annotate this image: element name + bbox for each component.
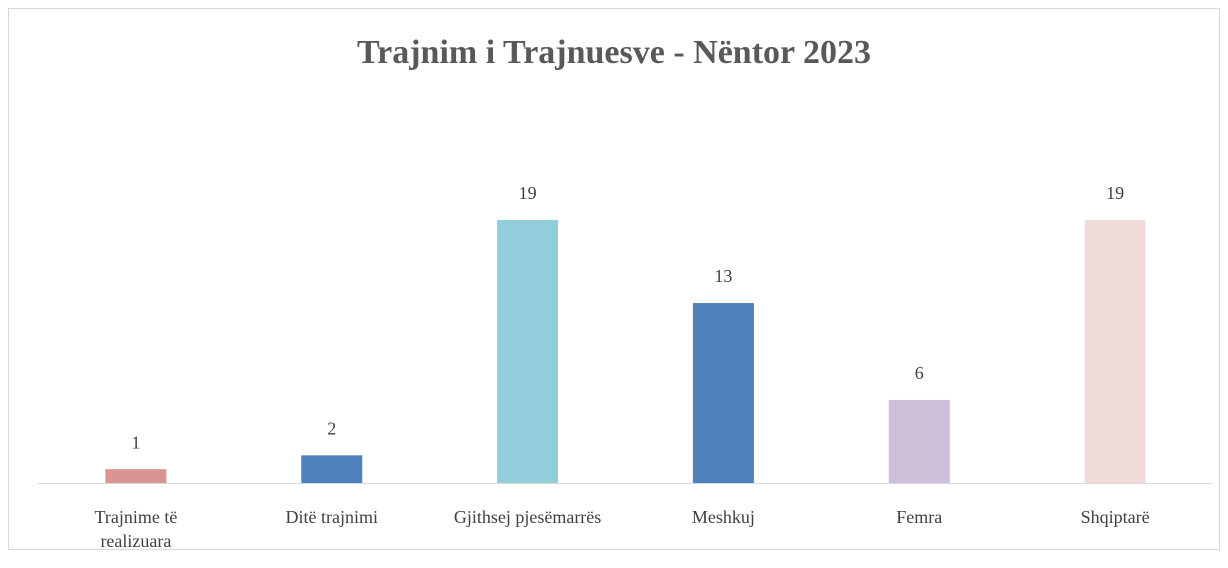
chart-title: Trajnim i Trajnuesve - Nëntor 2023 (357, 34, 871, 71)
data-label: 19 (519, 183, 537, 203)
x-tick-label: Ditë trajnimi (285, 507, 378, 527)
bar (1084, 220, 1146, 483)
data-label: 19 (1106, 183, 1124, 203)
bar (497, 220, 559, 483)
data-label: 2 (327, 418, 336, 438)
bar (105, 469, 167, 483)
x-tick-label: Meshkuj (691, 507, 755, 527)
chart-border (8, 8, 1220, 550)
bar (692, 303, 754, 483)
x-tick-label: Gjithsej pjesëmarrës (453, 507, 602, 527)
data-label: 13 (714, 266, 732, 286)
x-tick-label: Shqiptarë (1080, 507, 1150, 527)
x-tick-label: Trajnime të realizuara (94, 507, 178, 551)
data-label: 1 (131, 432, 140, 452)
data-label: 6 (915, 363, 924, 383)
bar (888, 399, 950, 483)
bar (301, 455, 363, 483)
x-tick-label: Femra (896, 507, 943, 527)
